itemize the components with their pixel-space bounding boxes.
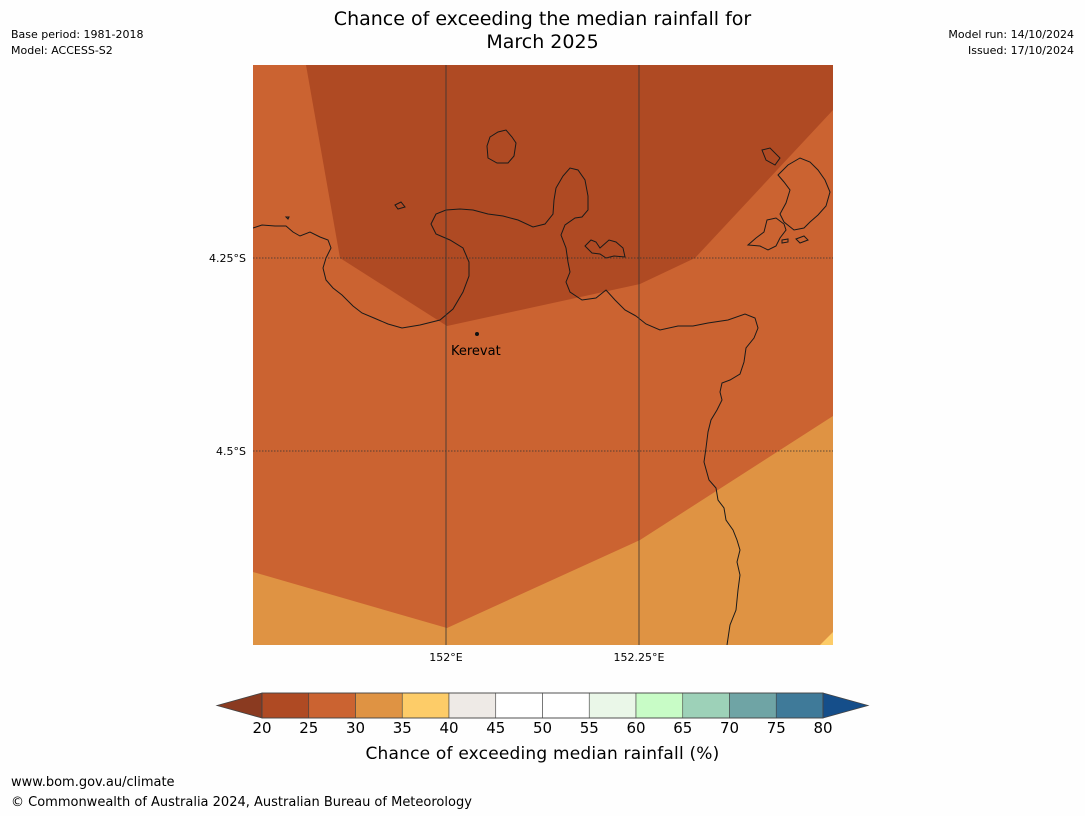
model-run-text: Model run: 14/10/2024 <box>948 28 1074 41</box>
issued-text: Issued: 17/10/2024 <box>967 44 1074 57</box>
title-line-1: Chance of exceeding the median rainfall … <box>333 8 752 30</box>
colorbar-under-arrow <box>215 692 263 719</box>
title-line-2: March 2025 <box>486 31 599 53</box>
colorbar-swatch <box>682 692 730 719</box>
lon-label-1: 152°E <box>429 651 462 664</box>
lat-label-2: 4.5°S <box>216 445 246 458</box>
colorbar-swatch <box>635 692 684 719</box>
colorbar-tick-label: 75 <box>766 719 786 737</box>
colorbar-tick-label: 40 <box>439 719 459 737</box>
colorbar-title: Chance of exceeding median rainfall (%) <box>365 744 720 764</box>
zone-35-40 <box>820 632 833 645</box>
model-text: Model: ACCESS-S2 <box>11 44 113 57</box>
zone-30-35 <box>253 416 833 645</box>
colorbar-swatch <box>775 692 824 719</box>
colorbar-swatch <box>729 692 777 719</box>
colorbar-tick-label: 55 <box>579 719 599 737</box>
colorbar-swatch <box>542 692 590 719</box>
colorbar-tick-label: 70 <box>719 719 740 737</box>
footer-copyright: © Commonwealth of Australia 2024, Austra… <box>11 795 472 810</box>
colorbar-over-arrow <box>822 692 870 719</box>
colorbar-swatches <box>261 692 824 719</box>
colorbar-tick-label: 65 <box>673 719 693 737</box>
colorbar-swatch <box>261 692 310 719</box>
colorbar <box>215 692 870 719</box>
town-label: Kerevat <box>451 344 501 359</box>
metadata-right: Model run: 14/10/2024 Issued: 17/10/2024 <box>948 27 1074 59</box>
zone-20-25 <box>306 65 833 326</box>
lat-label-1: 4.25°S <box>209 252 246 265</box>
colorbar-frame <box>261 692 824 719</box>
colorbar-swatch <box>355 692 403 719</box>
colorbar-tick-label: 45 <box>486 719 506 737</box>
town-marker <box>475 332 479 336</box>
colorbar-swatch <box>588 692 637 719</box>
colorbar-tick-label: 30 <box>345 719 366 737</box>
colorbar-swatch <box>401 692 450 719</box>
map-title: Chance of exceeding the median rainfall … <box>0 8 1085 54</box>
base-period-text: Base period: 1981-2018 <box>11 28 144 41</box>
colorbar-tick-label: 20 <box>252 719 272 737</box>
coastline <box>253 129 831 645</box>
colorbar-swatch <box>448 692 497 719</box>
colorbar-tick-label: 25 <box>299 719 319 737</box>
colorbar-tick-label: 60 <box>626 719 646 737</box>
lon-label-2: 152.25°E <box>614 651 665 664</box>
colorbar-tick-label: 80 <box>813 719 833 737</box>
graticule <box>253 65 833 645</box>
map-panel: Kerevat <box>253 65 833 645</box>
metadata-left: Base period: 1981-2018 Model: ACCESS-S2 <box>11 27 143 59</box>
colorbar-swatch <box>495 692 543 719</box>
colorbar-swatch <box>308 692 356 719</box>
footer-url[interactable]: www.bom.gov.au/climate <box>11 775 175 790</box>
colorbar-tick-label: 35 <box>392 719 412 737</box>
colorbar-tick-label: 50 <box>532 719 553 737</box>
